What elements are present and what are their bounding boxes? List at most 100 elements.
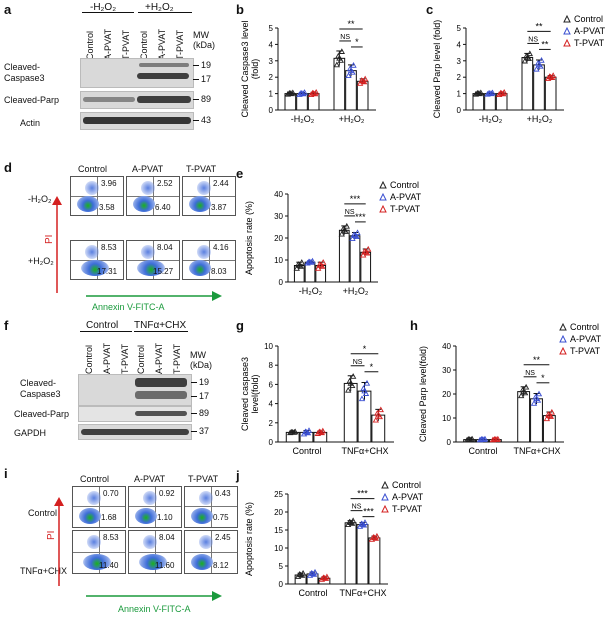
data-point bbox=[522, 383, 530, 390]
x-tick-label: TNFα+CHX bbox=[514, 446, 561, 456]
data-point bbox=[533, 65, 540, 72]
significance-label: NS bbox=[352, 504, 362, 511]
y-tick-label: 10 bbox=[274, 544, 283, 553]
row-label-gapdh: GAPDH bbox=[14, 428, 47, 438]
bar bbox=[344, 522, 357, 585]
significance-label: *** bbox=[357, 489, 368, 499]
panel-label-j: j bbox=[236, 468, 240, 483]
data-point bbox=[299, 569, 307, 576]
y-tick-label: 0 bbox=[269, 438, 274, 447]
x-tick-label: Control bbox=[298, 588, 327, 598]
x-tick-label: -H₂O₂ bbox=[479, 114, 503, 124]
y-tick-label: 3 bbox=[457, 57, 462, 66]
data-point bbox=[375, 411, 382, 418]
lane-label: A-PVAT bbox=[154, 342, 164, 374]
pi-label: PI bbox=[44, 234, 55, 244]
significance-label: NS bbox=[340, 34, 350, 41]
y-tick-label: 0 bbox=[269, 106, 274, 115]
data-point bbox=[333, 61, 340, 68]
annexin-arrow bbox=[86, 591, 222, 601]
legend-marker bbox=[563, 38, 571, 47]
data-point bbox=[347, 67, 355, 73]
y-tick-label: 0 bbox=[447, 438, 452, 447]
data-point bbox=[362, 75, 369, 82]
mw-19: 19 bbox=[201, 60, 212, 70]
data-point bbox=[342, 228, 349, 234]
data-point bbox=[338, 230, 345, 237]
y-tick-label: 0 bbox=[279, 580, 284, 589]
chart-g: 0 2 4 6 8 10 Cleaved caspase3 level(fold) Contro… bbox=[240, 342, 394, 456]
y-tick-label: 10 bbox=[264, 342, 273, 351]
legend-label: T-PVAT bbox=[574, 38, 605, 48]
y-tick-label: 40 bbox=[442, 342, 451, 351]
facs-plot: 0.92 1.10 bbox=[128, 486, 182, 528]
data-point bbox=[546, 412, 553, 418]
significance-label: ** bbox=[541, 39, 549, 49]
y-tick-label: 8 bbox=[269, 361, 274, 370]
data-point bbox=[349, 517, 357, 524]
y-tick-label: 1 bbox=[457, 90, 462, 99]
panel-label-f: f bbox=[4, 318, 9, 333]
significance-label: NS bbox=[525, 370, 535, 377]
panel-label-i: i bbox=[4, 466, 8, 481]
legend-marker bbox=[563, 26, 571, 35]
y-tick-label: 25 bbox=[274, 490, 283, 499]
data-point bbox=[520, 388, 527, 394]
header-plus-h2o2: +H₂O₂ bbox=[145, 2, 174, 13]
bar bbox=[533, 64, 545, 111]
panel-label-c: c bbox=[426, 2, 434, 17]
chart-c: 0 1 2 3 4 5 Cleaved Parp level (fold) -H₂O₂ +H₂O… bbox=[432, 14, 606, 124]
significance-label: * bbox=[370, 362, 374, 372]
mw-89: 89 bbox=[199, 408, 210, 418]
y-tick-label: 20 bbox=[274, 234, 283, 243]
data-point bbox=[347, 380, 354, 386]
y-tick-label: 30 bbox=[274, 212, 283, 221]
data-point bbox=[351, 232, 359, 239]
data-point bbox=[354, 229, 361, 236]
y-tick-label: 6 bbox=[269, 380, 274, 389]
legend-marker bbox=[381, 504, 389, 513]
data-point bbox=[347, 519, 354, 526]
data-point bbox=[320, 259, 327, 265]
data-point bbox=[547, 73, 554, 80]
header-line bbox=[82, 12, 134, 13]
legend-marker bbox=[381, 480, 389, 489]
data-point bbox=[317, 428, 324, 435]
mw-17: 17 bbox=[199, 391, 210, 401]
data-point bbox=[341, 226, 348, 233]
y-tick-label: 40 bbox=[274, 190, 283, 199]
significance-label: * bbox=[355, 37, 359, 47]
header-tnf: TNFα+CHX bbox=[134, 320, 187, 331]
significance-label: ** bbox=[535, 21, 543, 31]
facs-row-plus: +H₂O₂ bbox=[28, 256, 54, 266]
data-point bbox=[343, 222, 350, 229]
data-point bbox=[338, 48, 345, 54]
lane-label: Control bbox=[136, 344, 146, 374]
data-point bbox=[297, 571, 304, 578]
significance-label: *** bbox=[363, 507, 374, 517]
bar bbox=[345, 70, 357, 111]
data-point bbox=[479, 436, 486, 442]
facs-plot: 3.96 3.58 bbox=[70, 176, 124, 216]
facs-plot: 8.53 17.31 bbox=[70, 240, 124, 280]
lane-label: Control bbox=[85, 30, 95, 60]
data-point bbox=[289, 428, 296, 435]
facs-plot: 0.70 1.68 bbox=[72, 486, 126, 528]
panel-label-a: a bbox=[4, 2, 12, 17]
lane-label: A-PVAT bbox=[102, 342, 112, 374]
data-point bbox=[298, 259, 305, 265]
facs-plot: 4.16 8.03 bbox=[182, 240, 236, 280]
pi-arrow bbox=[52, 196, 62, 293]
y-tick-label: 20 bbox=[442, 390, 451, 399]
blot-actin bbox=[80, 112, 194, 130]
facs-plot: 0.43 0.75 bbox=[184, 486, 238, 528]
y-tick-label: 30 bbox=[442, 366, 451, 375]
data-point bbox=[546, 73, 553, 79]
mw-title: MW (kDa) bbox=[193, 30, 215, 50]
lane-label: T-PVAT bbox=[121, 29, 131, 60]
legend-marker bbox=[379, 180, 387, 189]
legend-label: A-PVAT bbox=[570, 334, 602, 344]
lane-label: A-PVAT bbox=[103, 28, 113, 60]
data-point bbox=[501, 88, 508, 95]
chart-h: 0 10 20 30 40 Cleaved Parp level(fold) Control… bbox=[418, 322, 602, 456]
